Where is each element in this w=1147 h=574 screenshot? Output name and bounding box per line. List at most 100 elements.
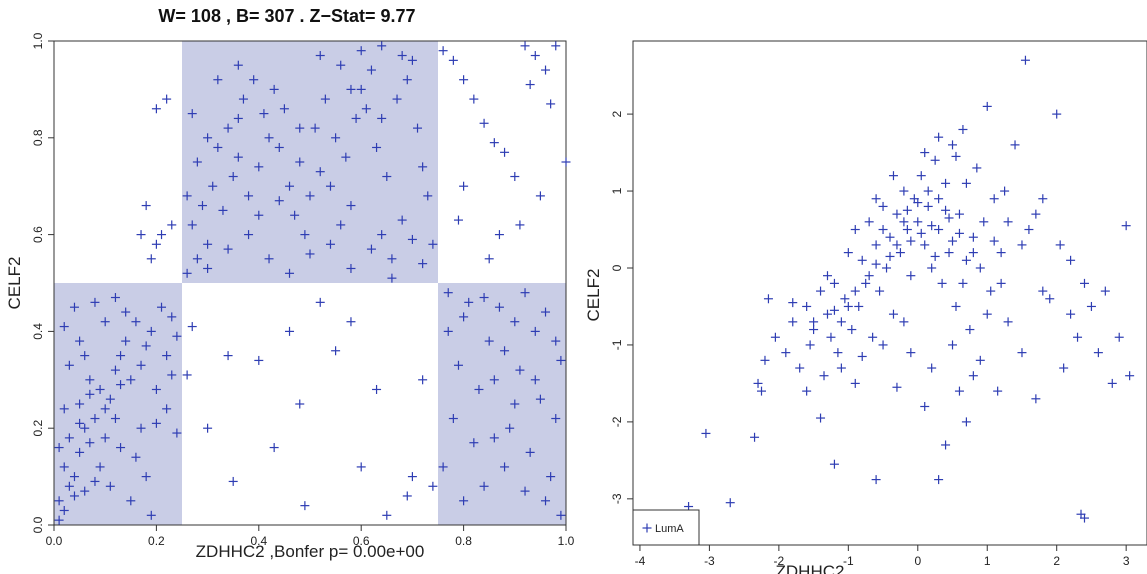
- data-point: [701, 428, 711, 438]
- data-point: [213, 75, 223, 85]
- data-point: [871, 240, 881, 250]
- data-point: [819, 371, 829, 381]
- data-point: [192, 254, 202, 264]
- data-point: [233, 152, 243, 162]
- data-point: [218, 205, 228, 215]
- data-point: [500, 147, 510, 157]
- data-point: [906, 236, 916, 246]
- data-point: [530, 375, 540, 385]
- data-point: [1066, 309, 1076, 319]
- data-point: [972, 163, 982, 173]
- data-point: [510, 399, 520, 409]
- page-title: W= 108 , B= 307 . Z−Stat= 9.77: [158, 6, 416, 26]
- data-point: [1010, 140, 1020, 150]
- data-point: [223, 351, 233, 361]
- data-point: [934, 225, 944, 235]
- data-point: [833, 348, 843, 358]
- data-point: [948, 236, 958, 246]
- data-point: [100, 317, 110, 327]
- data-point: [464, 297, 474, 307]
- x-tick-label: 1.0: [558, 534, 575, 548]
- data-point: [151, 418, 161, 428]
- data-point: [126, 375, 136, 385]
- data-point: [1024, 225, 1034, 235]
- data-point: [167, 312, 177, 322]
- x-tick-label: 0.4: [250, 534, 267, 548]
- data-point: [162, 404, 172, 414]
- legend: LumA: [632, 509, 700, 546]
- data-point: [951, 151, 961, 161]
- data-point: [356, 46, 366, 56]
- data-point: [151, 104, 161, 114]
- data-point: [916, 171, 926, 181]
- data-point: [556, 355, 566, 365]
- data-point: [346, 263, 356, 273]
- data-point: [315, 167, 325, 177]
- data-point: [975, 263, 985, 273]
- data-point: [208, 181, 218, 191]
- data-point: [805, 340, 815, 350]
- data-point: [968, 371, 978, 381]
- data-point: [167, 220, 177, 230]
- data-point: [228, 172, 238, 182]
- x-tick-label: 0: [914, 554, 921, 568]
- data-point: [920, 148, 930, 158]
- data-point: [244, 230, 254, 240]
- data-point: [269, 84, 279, 94]
- data-point: [948, 340, 958, 350]
- data-point: [489, 375, 499, 385]
- data-point: [223, 123, 233, 133]
- data-point: [515, 365, 525, 375]
- data-point: [843, 301, 853, 311]
- data-point: [75, 418, 85, 428]
- data-point: [443, 326, 453, 336]
- data-point: [930, 155, 940, 165]
- data-point: [906, 271, 916, 281]
- data-point: [510, 172, 520, 182]
- data-point: [895, 248, 905, 258]
- data-point: [285, 268, 295, 278]
- data-point: [279, 104, 289, 114]
- data-point: [515, 220, 525, 230]
- legend-marker: [642, 523, 652, 533]
- data-point: [525, 447, 535, 457]
- data-point: [397, 215, 407, 225]
- data-point: [975, 355, 985, 365]
- data-point: [965, 325, 975, 335]
- data-point: [356, 84, 366, 94]
- data-point: [826, 332, 836, 342]
- data-point: [941, 440, 951, 450]
- data-point: [1017, 348, 1027, 358]
- data-point: [423, 191, 433, 201]
- right-scatter-panel: -4 -3 -2 -1 0 1 2 3 -3 -2 -1 0 1 2 ZDHHC2 CELF2 LumA: [584, 40, 1147, 574]
- data-point: [85, 389, 95, 399]
- data-point: [871, 194, 881, 204]
- x-tick-label: 0.6: [353, 534, 370, 548]
- data-point: [453, 215, 463, 225]
- data-point: [95, 462, 105, 472]
- data-point: [934, 475, 944, 485]
- data-point: [927, 363, 937, 373]
- data-point: [254, 355, 264, 365]
- x-tick-label: 3: [1123, 554, 1130, 568]
- data-point: [982, 101, 992, 111]
- data-point: [1125, 371, 1135, 381]
- data-point: [843, 248, 853, 258]
- data-point: [836, 363, 846, 373]
- data-point: [961, 178, 971, 188]
- data-point: [757, 386, 766, 396]
- data-point: [885, 251, 895, 261]
- data-point: [187, 220, 197, 230]
- data-point: [300, 230, 310, 240]
- y-tick-label: 0.0: [31, 516, 45, 533]
- data-point: [126, 496, 136, 506]
- data-point: [551, 336, 561, 346]
- data-point: [110, 414, 120, 424]
- data-point: [100, 433, 110, 443]
- data-point: [546, 472, 556, 482]
- data-point: [90, 476, 100, 486]
- data-point: [162, 351, 172, 361]
- data-point: [868, 332, 878, 342]
- data-point: [377, 113, 387, 123]
- data-point: [934, 194, 944, 204]
